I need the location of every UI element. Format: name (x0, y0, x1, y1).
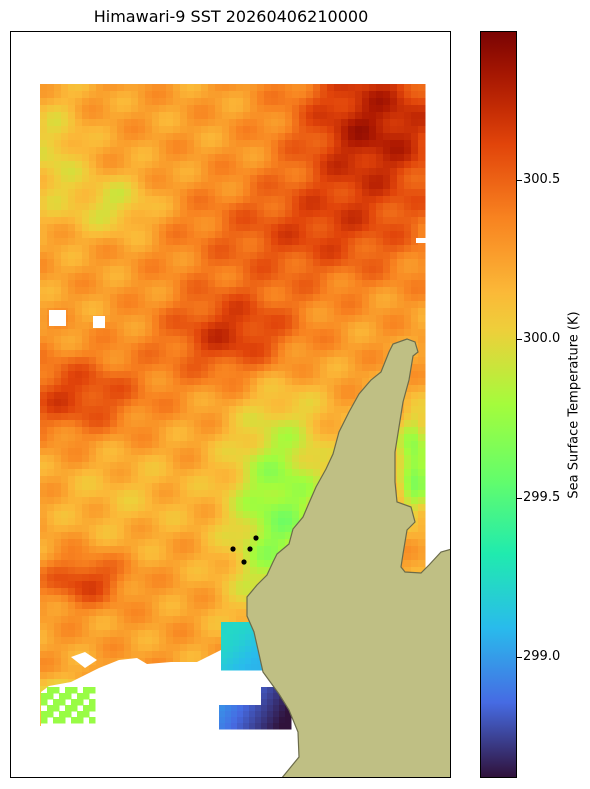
land-mass (246, 338, 450, 777)
sst-map (10, 31, 451, 778)
map-title: Himawari-9 SST 20260406210000 (93, 7, 369, 26)
colorbar-title: Sea Surface Temperature (K) (566, 311, 582, 499)
colorbar-tick-mark (517, 498, 522, 500)
station-marker (247, 546, 253, 552)
colorbar-tick-label: 299.5 (523, 490, 561, 506)
sst-south-patches (41, 622, 292, 730)
colorbar-tick-label: 300.5 (523, 172, 561, 188)
cloud-gap (49, 310, 66, 326)
colorbar-tick-mark (517, 657, 522, 659)
sst-map-canvas (11, 84, 450, 777)
cloud-gap (416, 238, 426, 243)
station-markers (230, 535, 259, 565)
station-marker (230, 546, 236, 552)
colorbar-tick-mark (517, 180, 522, 182)
colorbar-gradient (481, 32, 516, 777)
station-marker (241, 559, 247, 565)
cloud-gap (93, 316, 105, 328)
colorbar-tick-mark (517, 339, 522, 341)
colorbar-tick-label: 300.0 (523, 331, 561, 347)
cloud-gaps (49, 238, 426, 668)
colorbar-tick-label: 299.0 (523, 649, 561, 665)
cloud-gap (71, 652, 97, 668)
station-marker (253, 535, 259, 541)
colorbar (480, 31, 517, 778)
